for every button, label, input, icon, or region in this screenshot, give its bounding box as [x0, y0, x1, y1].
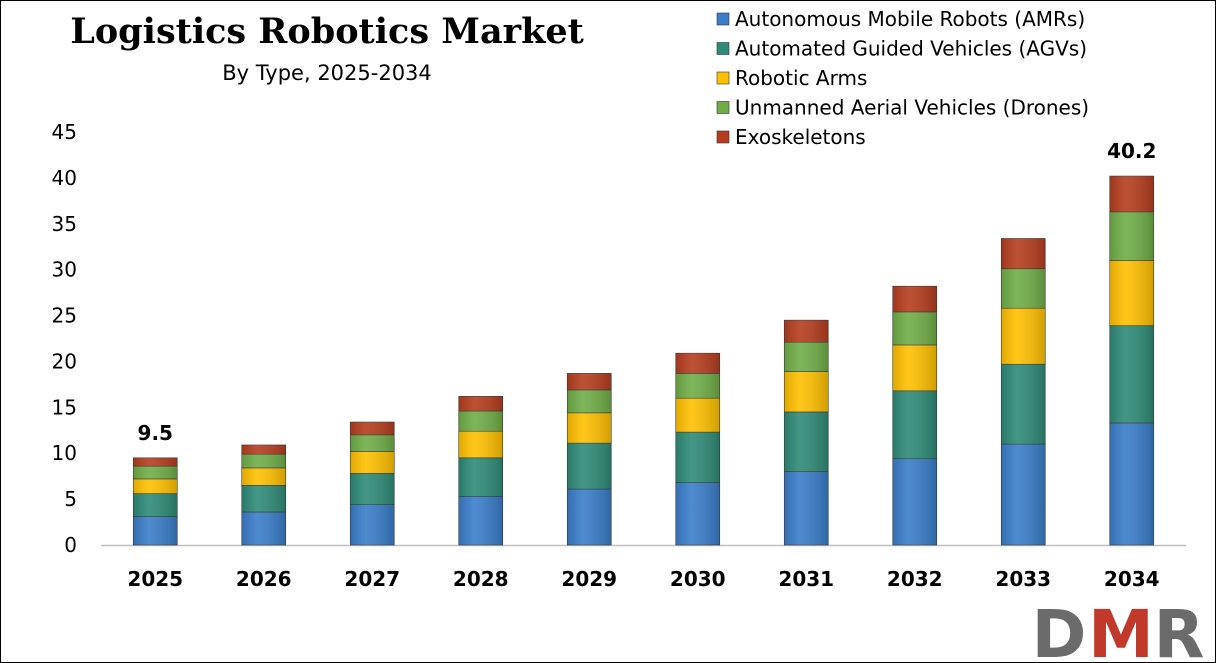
bar-segment-shade	[458, 411, 503, 432]
legend-swatch	[716, 101, 730, 114]
legend-label: Unmanned Aerial Vehicles (Drones)	[735, 96, 1089, 120]
x-tick-label: 2034	[1104, 567, 1160, 591]
bar-segment-shade	[1001, 308, 1046, 365]
bar-segment-shade	[241, 467, 286, 486]
y-axis: 0 5 10 15 20 25 30 35 40 45	[52, 120, 77, 557]
bar-segment-shade	[784, 320, 829, 343]
bar-segment-shade	[458, 431, 503, 458]
y-tick-label: 35	[52, 212, 77, 236]
bar-segment-shade	[1109, 176, 1154, 212]
bar-segment-shade	[1001, 364, 1046, 445]
bar-segment-shade	[458, 496, 503, 545]
x-tick-label: 2025	[127, 567, 183, 591]
data-label: 40.2	[1107, 139, 1156, 163]
bar-segment-shade	[892, 286, 937, 312]
bar-segment-shade	[567, 389, 612, 413]
bar-segment-shade	[133, 478, 178, 494]
y-tick-label: 10	[52, 441, 77, 465]
bar-segment-shade	[241, 485, 286, 512]
logo-letter: R	[1154, 596, 1205, 662]
legend-label: Automated Guided Vehicles (AGVs)	[735, 37, 1087, 61]
bar-segment-shade	[892, 390, 937, 459]
bar-segment-shade	[241, 511, 286, 545]
bars	[132, 175, 1155, 546]
legend-label: Robotic Arms	[735, 66, 867, 90]
bar-segment-shade	[133, 493, 178, 517]
data-label: 9.5	[138, 421, 173, 445]
y-tick-label: 40	[52, 166, 77, 190]
y-tick-label: 45	[52, 120, 77, 144]
chart-subtitle: By Type, 2025-2034	[222, 61, 432, 85]
bar-segment-shade	[675, 482, 720, 545]
bar-segment-shade	[1109, 260, 1154, 326]
x-tick-label: 2026	[236, 567, 292, 591]
x-tick-label: 2030	[670, 567, 726, 591]
y-tick-label: 25	[52, 304, 77, 328]
bar-segment-shade	[567, 443, 612, 490]
bar-segment-shade	[892, 311, 937, 345]
bar-segment-shade	[675, 373, 720, 399]
bar-segment-shade	[784, 411, 829, 472]
bar-segment-shade	[1001, 444, 1046, 545]
bar-segment-shade	[567, 412, 612, 444]
bar-segment-shade	[241, 454, 286, 468]
bar-segment-shade	[133, 466, 178, 479]
y-tick-label: 5	[64, 487, 77, 511]
bar-segment-shade	[1001, 268, 1046, 309]
bar-segment-shade	[350, 504, 395, 545]
y-tick-label: 30	[52, 258, 77, 282]
x-tick-label: 2032	[887, 567, 943, 591]
bar-segment-shade	[567, 489, 612, 545]
bar-segment-shade	[1001, 238, 1046, 269]
data-labels: 9.5 40.2	[138, 139, 1157, 445]
bar-segment-shade	[675, 353, 720, 374]
bar-segment-shade	[675, 398, 720, 433]
y-tick-label: 20	[52, 349, 77, 373]
legend-swatch	[716, 71, 730, 85]
legend-swatch	[716, 130, 730, 144]
bar-segment-shade	[784, 471, 829, 545]
bar-segment-shade	[1109, 325, 1154, 423]
bar-segment-shade	[1109, 422, 1154, 545]
x-axis: 2025 2026 2027 2028 2029 2030 2031 2032 2033 2034	[127, 567, 1159, 591]
logo-letter: M	[1088, 596, 1154, 662]
bar-segment-shade	[350, 422, 395, 435]
x-tick-label: 2027	[344, 567, 400, 591]
bar-segment-shade	[1109, 211, 1154, 261]
bar-segment-shade	[458, 457, 503, 497]
bar-segment-shade	[892, 458, 937, 545]
x-tick-label: 2028	[453, 567, 509, 591]
y-tick-label: 15	[52, 395, 77, 419]
logo-letter: D	[1032, 596, 1087, 662]
x-tick-label: 2029	[561, 567, 617, 591]
legend-label: Exoskeletons	[735, 125, 866, 149]
legend: Autonomous Mobile Robots (AMRs) Automated…	[716, 7, 1089, 149]
legend-swatch	[716, 12, 730, 26]
chart-title: Logistics Robotics Market	[70, 11, 584, 52]
bar-segment-shade	[350, 451, 395, 474]
legend-label: Autonomous Mobile Robots (AMRs)	[735, 7, 1085, 31]
x-tick-label: 2031	[778, 567, 834, 591]
y-tick-label: 0	[64, 533, 77, 557]
bar-segment-shade	[350, 434, 395, 452]
bar-segment-shade	[784, 371, 829, 412]
legend-swatch	[716, 42, 730, 55]
x-tick-label: 2033	[995, 567, 1051, 591]
bar-segment-shade	[350, 473, 395, 505]
bar-segment-shade	[675, 432, 720, 483]
bar-segment-shade	[133, 516, 178, 545]
bar-segment-shade	[892, 344, 937, 391]
bar-segment-shade	[567, 373, 612, 390]
bar-segment-shade	[784, 342, 829, 372]
bar-segment-shade	[133, 457, 178, 467]
bar-segment-shade	[241, 444, 286, 455]
bar-segment-shade	[458, 396, 503, 412]
